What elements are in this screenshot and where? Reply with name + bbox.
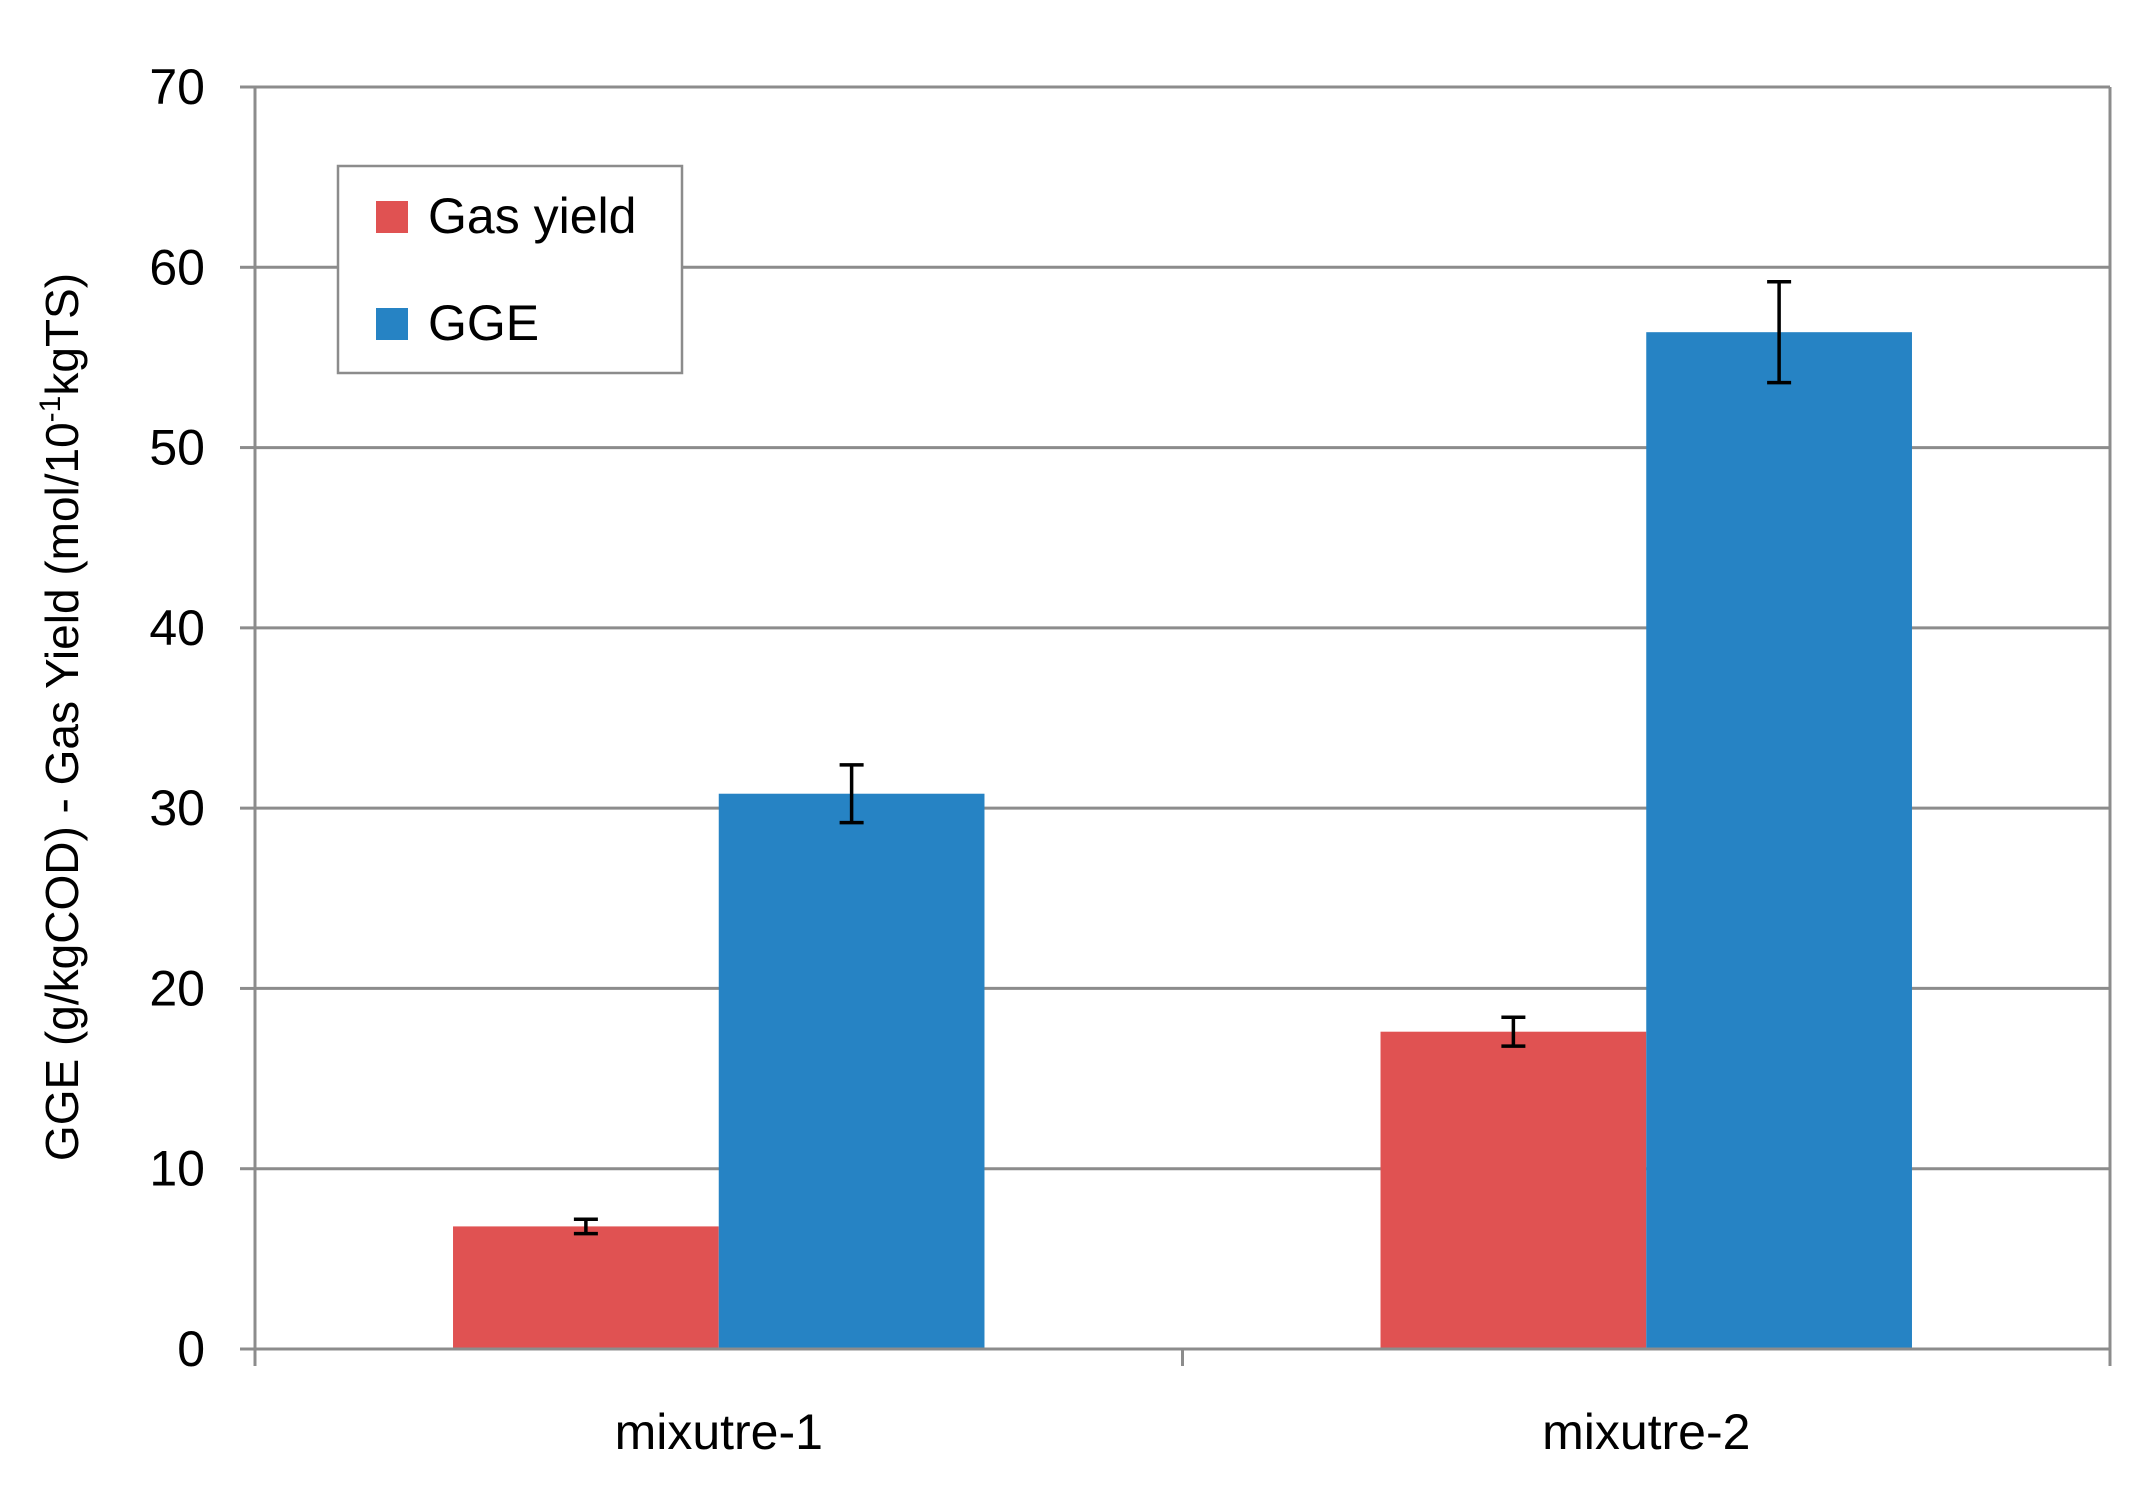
bar-gas-yield bbox=[453, 1226, 719, 1349]
y-axis-label-superscript: -1 bbox=[34, 396, 67, 423]
error-bar bbox=[1501, 1015, 1526, 1048]
bar-gge bbox=[1646, 332, 1912, 1349]
y-tick-label: 70 bbox=[149, 59, 205, 115]
y-tick-label: 60 bbox=[149, 239, 205, 295]
x-tick-label: mixutre-2 bbox=[1542, 1404, 1750, 1460]
legend-swatch-gge bbox=[376, 308, 408, 340]
axes bbox=[240, 85, 2112, 1366]
x-tick-labels: mixutre-1 mixutre-2 bbox=[615, 1404, 1751, 1460]
y-tick-label: 50 bbox=[149, 420, 205, 476]
y-tick-label: 10 bbox=[149, 1141, 205, 1197]
y-tick-labels: 0 10 20 30 40 50 60 70 bbox=[149, 59, 205, 1377]
legend-label-gge: GGE bbox=[428, 295, 539, 351]
y-axis-label-suffix: kgTS) bbox=[36, 273, 88, 396]
y-tick-label: 30 bbox=[149, 780, 205, 836]
bars bbox=[453, 332, 1912, 1349]
legend-label-gas-yield: Gas yield bbox=[428, 188, 636, 244]
y-axis-label: GGE (g/kgCOD) - Gas Yield (mol/10-1kgTS) bbox=[34, 273, 88, 1161]
error-bar bbox=[1767, 279, 1792, 385]
error-bar bbox=[839, 763, 864, 825]
bar-gge bbox=[718, 793, 985, 1349]
legend-swatch-gas-yield bbox=[376, 201, 408, 233]
y-tick-label: 40 bbox=[149, 600, 205, 656]
x-tick-label: mixutre-1 bbox=[615, 1404, 823, 1460]
legend: Gas yield GGE bbox=[336, 164, 684, 375]
error-bar bbox=[573, 1217, 598, 1236]
y-tick-label: 20 bbox=[149, 960, 205, 1016]
y-axis-label-prefix: GGE (g/kgCOD) - Gas Yield (mol/10 bbox=[36, 422, 88, 1161]
bar-gas-yield bbox=[1380, 1031, 1647, 1349]
y-tick-label: 0 bbox=[177, 1321, 205, 1377]
error-bars bbox=[573, 279, 1792, 1236]
